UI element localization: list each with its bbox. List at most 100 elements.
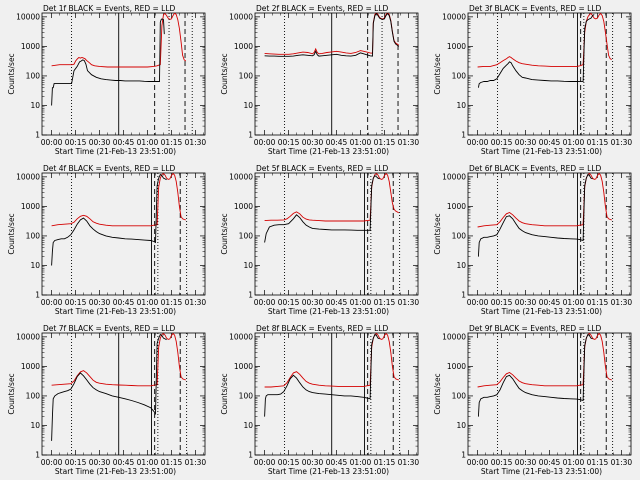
y-tick-label: 10000: [229, 332, 253, 341]
x-tick-label: 00:45: [326, 138, 348, 147]
x-tick-label: 00:30: [89, 138, 111, 147]
y-tick-label: 100: [452, 231, 467, 240]
series-events: [51, 18, 165, 106]
y-tick-label: 100: [26, 71, 41, 80]
y-tick-label: 10: [456, 261, 466, 270]
x-tick-label: 00:30: [89, 298, 111, 307]
y-tick-label: 10: [30, 101, 40, 110]
y-tick-label: 10000: [16, 12, 40, 21]
x-tick-label: 00:15: [491, 458, 513, 467]
x-tick-label: 01:15: [587, 298, 609, 307]
x-tick-label: 00:00: [467, 138, 489, 147]
x-tick-label: 00:30: [302, 298, 324, 307]
y-tick-label: 10000: [442, 12, 466, 21]
x-axis-label: Start Time (21-Feb-13 23:51:00): [481, 467, 602, 476]
y-tick-label: 10000: [229, 172, 253, 181]
x-tick-label: 01:00: [137, 458, 159, 467]
y-tick-label: 10000: [442, 172, 466, 181]
x-tick-label: 01:15: [374, 458, 396, 467]
x-axis-label: Start Time (21-Feb-13 23:51:00): [481, 147, 602, 156]
x-tick-label: 00:45: [539, 138, 561, 147]
y-tick-label: 1: [461, 131, 466, 140]
y-axis-label: Counts/sec: [433, 373, 442, 414]
y-tick-label: 1000: [447, 42, 466, 51]
x-tick-label: 00:00: [41, 138, 63, 147]
x-tick-label: 01:15: [374, 298, 396, 307]
chart-panel-6: 1 10 100 1000 10000 00:00 00:15 00:30 00:45 01:00…: [433, 164, 632, 316]
y-axis-label: Counts/sec: [220, 213, 229, 254]
x-tick-label: 01:00: [137, 138, 159, 147]
panel-title: Det 3f BLACK = Events, RED = LLD: [469, 4, 602, 13]
y-tick-label: 10: [456, 421, 466, 430]
y-axis-label: Counts/sec: [220, 53, 229, 94]
x-tick-label: 00:45: [113, 458, 135, 467]
y-axis-label: Counts/sec: [220, 373, 229, 414]
panel-title: Det 8f BLACK = Events, RED = LLD: [256, 324, 389, 333]
series-events: [477, 14, 595, 88]
series-events: [264, 13, 400, 57]
chart-panel-2: 1 10 100 1000 10000 00:00 00:15 00:30 00:45 01:00…: [220, 4, 419, 156]
series-events: [264, 174, 380, 243]
x-tick-label: 01:15: [161, 298, 183, 307]
series-lld: [477, 13, 612, 68]
y-tick-label: 1: [35, 131, 40, 140]
x-tick-label: 01:15: [587, 138, 609, 147]
x-tick-label: 01:15: [374, 138, 396, 147]
x-tick-label: 01:00: [350, 138, 372, 147]
y-axis-label: Counts/sec: [7, 373, 16, 414]
y-tick-label: 1: [461, 451, 466, 460]
chart-panel-4: 1 10 100 1000 10000 00:00 00:15 00:30 00:45 01:00…: [7, 164, 206, 316]
series-lld: [51, 173, 186, 227]
y-tick-label: 1000: [21, 362, 40, 371]
x-tick-label: 00:30: [302, 138, 324, 147]
x-tick-label: 01:30: [185, 458, 207, 467]
series-events: [51, 173, 167, 266]
chart-panel-8: 1 10 100 1000 10000 00:00 00:15 00:30 00:45 01:00…: [220, 324, 419, 476]
y-tick-label: 1000: [447, 202, 466, 211]
x-tick-label: 00:45: [113, 138, 135, 147]
y-tick-label: 100: [26, 391, 41, 400]
y-axis-label: Counts/sec: [7, 213, 16, 254]
panel-title: Det 5f BLACK = Events, RED = LLD: [256, 164, 389, 173]
chart-panel-7: 1 10 100 1000 10000 00:00 00:15 00:30 00:45 01:00…: [7, 324, 206, 476]
x-tick-label: 00:00: [41, 458, 63, 467]
y-tick-label: 1000: [234, 202, 253, 211]
y-axis-label: Counts/sec: [433, 53, 442, 94]
x-tick-label: 01:30: [398, 298, 420, 307]
x-tick-label: 01:00: [563, 138, 585, 147]
x-tick-label: 01:30: [185, 298, 207, 307]
x-tick-label: 01:00: [350, 458, 372, 467]
series-lld: [264, 13, 400, 55]
y-axis-label: Counts/sec: [433, 213, 442, 254]
y-tick-label: 1: [248, 451, 253, 460]
x-tick-label: 00:45: [539, 458, 561, 467]
x-tick-label: 01:15: [161, 458, 183, 467]
y-tick-label: 100: [26, 231, 41, 240]
y-tick-label: 10: [243, 261, 253, 270]
x-axis-label: Start Time (21-Feb-13 23:51:00): [268, 147, 389, 156]
series-events: [51, 333, 167, 441]
x-tick-label: 00:45: [539, 298, 561, 307]
y-tick-label: 1: [35, 291, 40, 300]
y-tick-label: 100: [452, 71, 467, 80]
x-tick-label: 01:30: [611, 458, 633, 467]
x-tick-label: 00:45: [113, 298, 135, 307]
x-axis-label: Start Time (21-Feb-13 23:51:00): [55, 147, 176, 156]
y-tick-label: 1: [248, 291, 253, 300]
y-tick-label: 10: [243, 101, 253, 110]
plot-frame: [254, 12, 419, 136]
y-tick-label: 1000: [21, 42, 40, 51]
x-tick-label: 00:30: [302, 458, 324, 467]
chart-panel-1: 1 10 100 1000 10000 00:00 00:15 00:30 00:45 01:00…: [7, 4, 206, 156]
series-lld: [51, 13, 187, 68]
x-tick-label: 00:15: [278, 458, 300, 467]
x-tick-label: 00:30: [515, 138, 537, 147]
x-tick-label: 00:00: [254, 138, 276, 147]
y-tick-label: 100: [239, 231, 254, 240]
y-tick-label: 10: [30, 261, 40, 270]
panel-title: Det 9f BLACK = Events, RED = LLD: [469, 324, 602, 333]
y-tick-label: 100: [452, 391, 467, 400]
y-tick-label: 10: [243, 421, 253, 430]
chart-panel-9: 1 10 100 1000 10000 00:00 00:15 00:30 00:45 01:00…: [433, 324, 632, 476]
y-tick-label: 10: [30, 421, 40, 430]
